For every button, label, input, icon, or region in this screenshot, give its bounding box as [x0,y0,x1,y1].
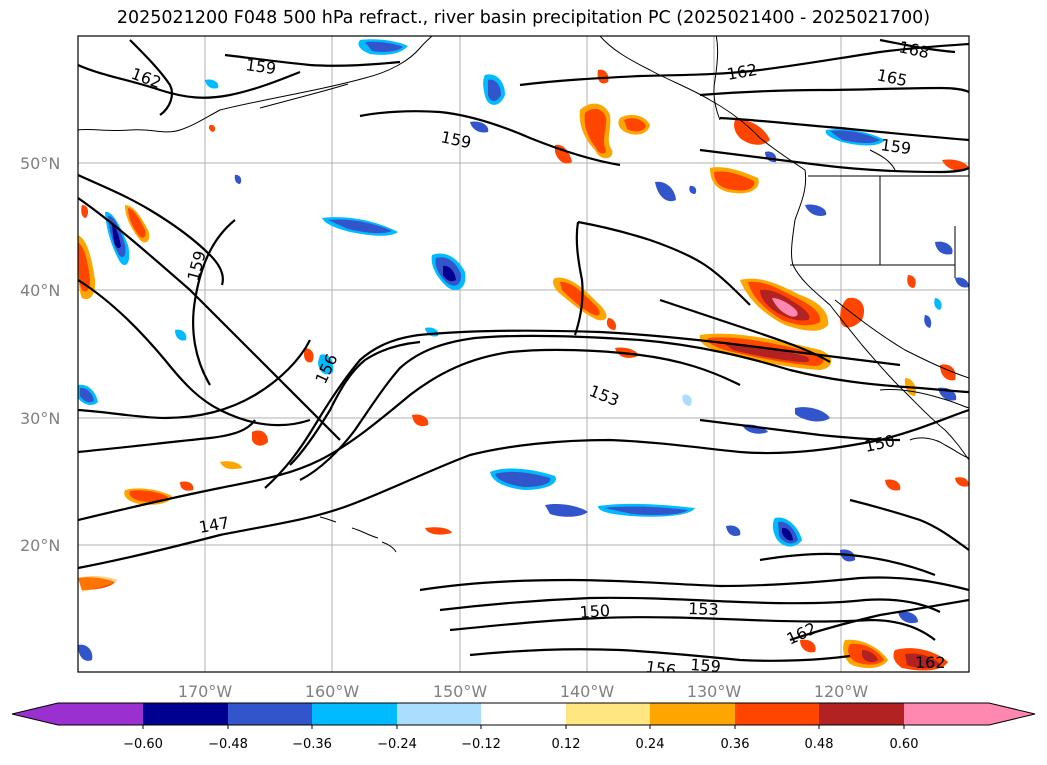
contour-label: 159 [690,655,722,676]
colorbar-tick-label: −0.36 [292,737,332,752]
lon-label: 160°W [305,682,360,701]
colorbar-segment [228,703,312,725]
contour-label: 156 [644,657,677,680]
contour-label: 153 [688,599,719,619]
colorbar-segment [481,703,566,725]
longitude-labels: 170°W 160°W 150°W 140°W 130°W 120°W [178,682,869,701]
lon-label: 150°W [433,682,488,701]
lon-label: 170°W [178,682,233,701]
contour-label: 162 [915,653,946,672]
colorbar-segment [397,703,481,725]
lon-label: 130°W [687,682,742,701]
colorbar-segment [735,703,819,725]
colorbar-segment [143,703,228,725]
lon-label: 120°W [814,682,869,701]
colorbar-tick-label: −0.60 [123,737,163,752]
latitude-labels: 50°N 40°N 30°N 20°N [20,154,60,555]
contour-label: 159 [879,135,912,158]
map-border [77,35,970,673]
colorbar-tick-label: 0.12 [552,737,581,752]
colorbar-segment [566,703,650,725]
map-title: 2025021200 F048 500 hPa refract., river … [116,8,931,28]
refractivity-contours [78,38,969,662]
lat-label: 30°N [20,409,60,428]
colorbar-tick-label: 0.24 [636,737,665,752]
lat-label: 20°N [20,536,60,555]
coastlines [78,36,969,553]
colorbar-tick-label: −0.24 [377,737,417,752]
colorbar-tick-label: −0.48 [208,737,248,752]
colorbar: −0.60 −0.48 −0.36 −0.24 −0.12 0.12 0.24 … [11,702,1036,752]
colorbar-tick-label: 0.36 [721,737,750,752]
contour-label: 159 [244,55,277,78]
colorbar-segment [650,703,735,725]
colorbar-extend-low [12,703,143,725]
colorbar-tick-label: 0.48 [805,737,834,752]
contour-label: 150 [579,601,611,622]
lat-label: 40°N [20,281,60,300]
colorbar-tick-label: 0.60 [890,737,919,752]
colorbar-tick-label: −0.12 [461,737,501,752]
lon-label: 140°W [560,682,615,701]
colorbar-extend-high [904,703,1035,725]
lat-label: 50°N [20,154,60,173]
colorbar-segment [312,703,397,725]
colorbar-segment [819,703,904,725]
